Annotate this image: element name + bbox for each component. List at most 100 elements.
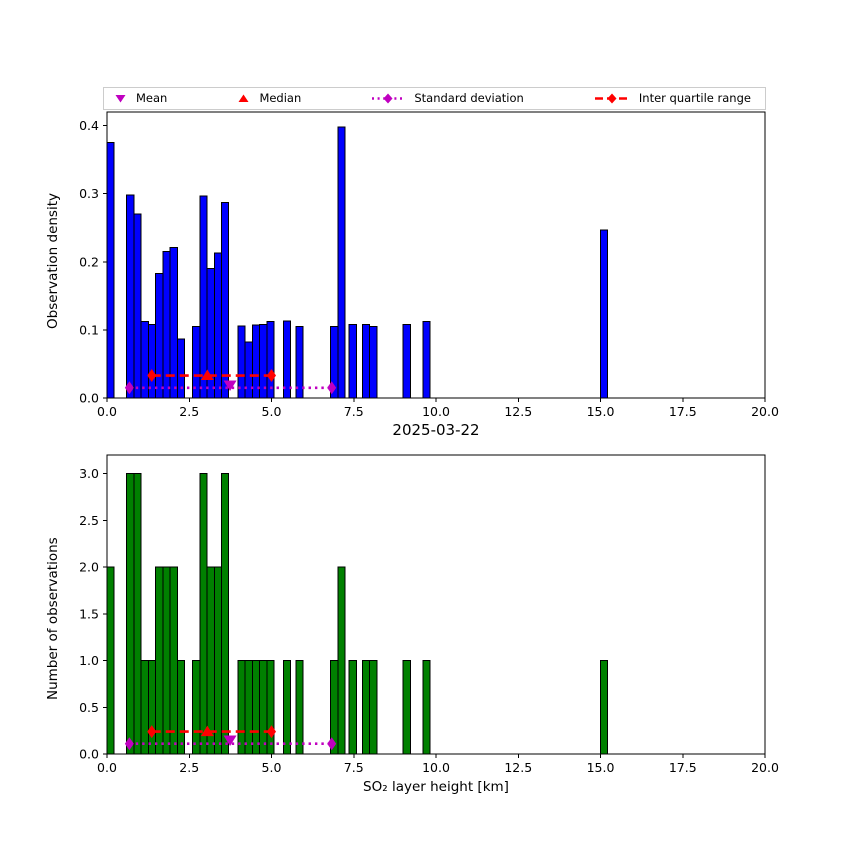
density-std-right-diamond (327, 381, 337, 395)
density-x-tick-label: 15.0 (587, 404, 615, 419)
density-bar (106, 142, 115, 399)
legend: Mean Median Standard deviation Inter qua… (103, 87, 766, 110)
counts-bar (106, 566, 115, 755)
counts-bar (147, 660, 157, 755)
counts-x-tick-label: 5.0 (262, 760, 282, 775)
counts-bar (266, 660, 275, 755)
counts-x-tick-label: 0.0 (97, 760, 117, 775)
density-bar (220, 202, 230, 399)
density-x-tick-label: 10.0 (422, 404, 450, 419)
counts-std-right-diamond (327, 737, 337, 751)
counts-bar (422, 660, 431, 755)
legend-label-median: Median (259, 90, 302, 105)
legend-item-iqr: Inter quartile range (594, 92, 751, 105)
counts-y-tick-label: 3.0 (79, 466, 99, 481)
density-bar (422, 321, 431, 399)
counts-bar (220, 473, 230, 755)
counts-bar (155, 566, 164, 755)
counts-bar (237, 660, 246, 755)
counts-y-tick-label: 1.5 (79, 606, 99, 621)
counts-bar (402, 660, 411, 755)
counts-mean-marker (223, 735, 237, 746)
x-axis-label: SO₂ layer height [km] (363, 779, 509, 795)
counts-x-tick-label: 7.5 (344, 760, 364, 775)
legend-item-mean: Mean (114, 92, 167, 105)
counts-x-tick-label: 10.0 (422, 760, 450, 775)
density-y-tick-label: 0.3 (79, 186, 99, 201)
density-bar (133, 213, 142, 399)
counts-bar (282, 660, 292, 755)
counts-bar (600, 660, 609, 755)
counts-y-tick-label: 0.5 (79, 700, 99, 715)
counts-bar (206, 566, 215, 755)
counts-bar (169, 566, 178, 755)
counts-bar (213, 566, 222, 755)
counts-bar (295, 660, 304, 755)
density-y-tick-label: 0.2 (79, 254, 99, 269)
density-x-tick-label: 20.0 (751, 404, 779, 419)
density-bar (348, 323, 357, 399)
counts-bar (133, 473, 142, 755)
diamond-dashed-line-icon (594, 93, 629, 104)
counts-iqr-right-diamond (267, 725, 276, 739)
counts-x-tick-label: 15.0 (587, 760, 615, 775)
counts-iqr-left-diamond (147, 725, 157, 739)
counts-bar (337, 566, 346, 755)
counts-bar (199, 473, 208, 755)
density-mean-marker (223, 380, 237, 392)
counts-bar (140, 660, 149, 755)
legend-item-std: Standard deviation (371, 90, 524, 105)
density-bar (402, 323, 411, 399)
legend-item-median: Median (237, 90, 302, 105)
density-y-axis-label: Observation density (45, 193, 61, 329)
density-bar (155, 272, 164, 399)
density-x-tick-label: 2.5 (179, 404, 199, 419)
density-iqr-left-diamond (147, 369, 157, 383)
diamond-dotted-line-icon (372, 93, 405, 104)
density-bar (369, 326, 378, 399)
density-x-tick-label: 7.5 (344, 404, 364, 419)
counts-bar (251, 660, 261, 755)
counts-x-tick-label: 2.5 (179, 760, 199, 775)
density-bar (600, 229, 609, 399)
counts-y-tick-label: 0.0 (79, 747, 99, 762)
counts-y-tick-label: 2.0 (79, 560, 99, 575)
density-bar (199, 195, 208, 399)
density-x-tick-label: 12.5 (504, 404, 532, 419)
density-y-tick-label: 0.1 (79, 322, 99, 337)
counts-bar (361, 660, 371, 755)
legend-label-std: Standard deviation (414, 90, 524, 105)
density-x-tick-label: 0.0 (97, 404, 117, 419)
triangle-down-icon (115, 95, 126, 103)
counts-y-tick-label: 2.5 (79, 513, 99, 528)
density-y-tick-label: 0.0 (79, 391, 99, 406)
density-std-left-diamond (124, 381, 134, 395)
counts-bar (192, 660, 201, 755)
counts-y-axis-label: Number of observations (45, 537, 61, 700)
legend-label-iqr: Inter quartile range (638, 90, 751, 105)
density-bar (337, 126, 346, 399)
density-y-tick-label: 0.4 (79, 118, 99, 133)
counts-y-tick-label: 1.0 (79, 653, 99, 668)
density-bar (126, 194, 135, 399)
density-bar (282, 320, 292, 399)
counts-bar (162, 566, 171, 755)
density-x-tick-label: 5.0 (262, 404, 282, 419)
counts-bar (348, 660, 357, 755)
counts-x-tick-label: 17.5 (669, 760, 697, 775)
counts-x-tick-label: 20.0 (751, 760, 779, 775)
counts-bar (244, 660, 253, 755)
density-iqr-right-diamond (267, 369, 276, 383)
counts-bar (126, 473, 135, 755)
density-bar (361, 323, 371, 399)
triangle-up-icon (238, 94, 249, 102)
density-bar (176, 338, 186, 399)
density-bar (244, 341, 253, 399)
density-x-tick-label: 17.5 (669, 404, 697, 419)
density-median-marker (200, 369, 214, 381)
counts-x-tick-label: 12.5 (504, 760, 532, 775)
counts-std-left-diamond (124, 737, 134, 751)
plot-title: 2025-03-22 (392, 421, 480, 439)
